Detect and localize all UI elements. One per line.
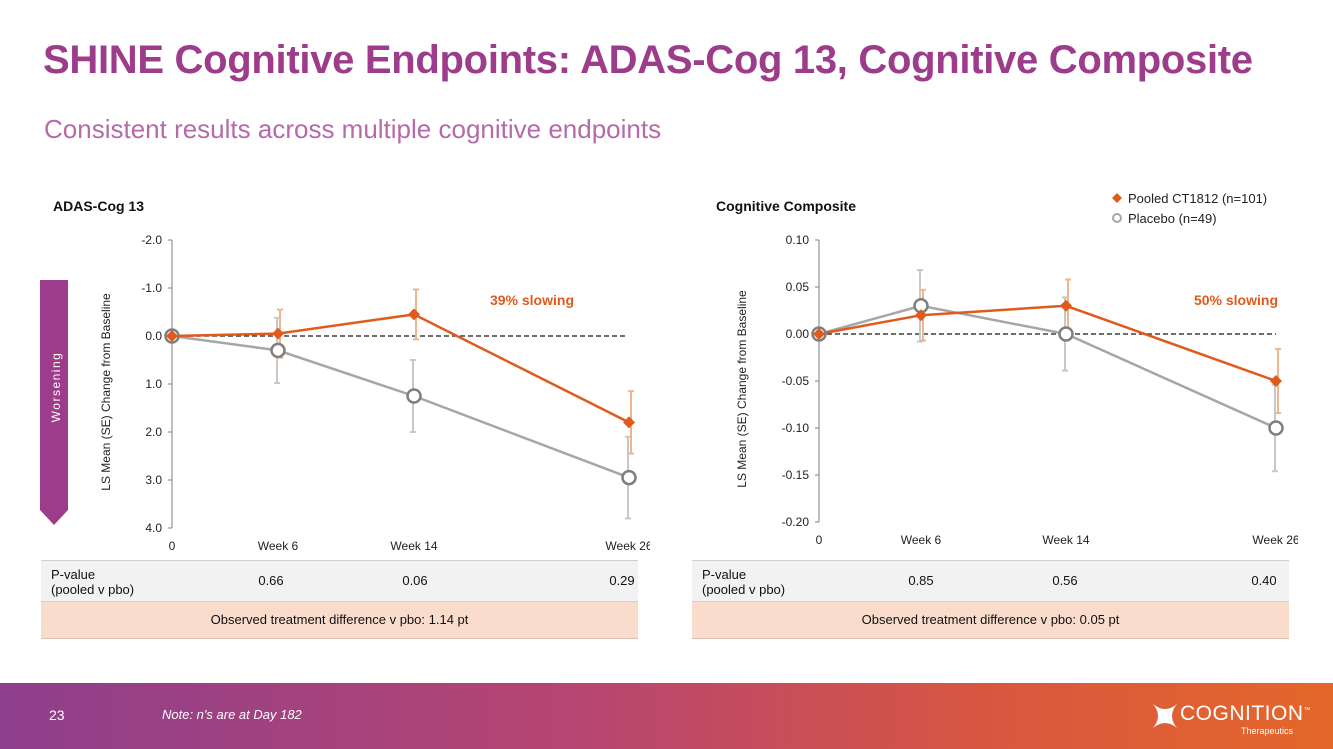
y-tick-label: 0.05 [786,280,810,294]
x-tick-label: Week 14 [1042,533,1089,547]
treatment-point [272,327,284,340]
placebo-series-line [818,304,1277,430]
treatment-difference-chart2: Observed treatment difference v pbo: 0.0… [692,602,1289,639]
legend-item-treatment: Pooled CT1812 (n=101) [1110,188,1267,208]
p-value-week6: 0.66 [258,573,284,588]
x-tick-label: 0 [169,539,176,553]
y-axis-label: LS Mean (SE) Change from Baseline [99,293,113,491]
legend-label-treatment: Pooled CT1812 (n=101) [1128,190,1268,206]
page-subtitle: Consistent results across multiple cogni… [44,114,662,144]
x-tick-label: Week 6 [901,533,942,547]
y-tick-label: 0.00 [786,327,810,341]
p-value-row-chart2: P-value (pooled v pbo) 0.85 0.56 0.40 [692,560,1289,602]
placebo-point [270,342,286,359]
treatment-point [915,309,927,322]
y-tick-label: -0.10 [782,421,810,435]
treatment-series-line [171,313,630,424]
p-value-row-chart1: P-value (pooled v pbo) 0.66 0.06 0.29 [41,560,638,602]
treatment-point [408,308,420,321]
chart-cognitive-composite: 0.10 0.05 0.00 -0.05 -0.10 -0.15 -0.20 LS Mean … [735,233,1298,547]
page-number: 23 [49,707,65,723]
p-value-week26: 0.29 [609,573,635,588]
p-value-label: P-value (pooled v pbo) [51,567,135,597]
footer-bar: 23 Note: n's are at Day 182 COGNITION™ T… [0,683,1333,749]
y-tick-label: -2.0 [141,233,162,247]
y-tick-label: -0.15 [782,468,810,482]
chart2-title: Cognitive Composite [716,198,857,214]
footnote: Note: n's are at Day 182 [162,707,302,722]
diamond-marker-icon [1112,193,1122,203]
y-tick-label: 3.0 [145,473,162,487]
logo-subtext: Therapeutics [1241,726,1294,736]
chart1-title: ADAS-Cog 13 [53,198,145,214]
treatment-point [166,330,178,342]
placebo-point [406,388,422,404]
worsening-arrow [40,280,68,525]
treatment-point [1060,299,1072,312]
y-axis-label: LS Mean (SE) Change from Baseline [735,290,749,488]
treatment-point [813,328,825,340]
slowing-annotation: 39% slowing [490,292,574,308]
treatment-point [1270,375,1282,387]
placebo-series-line [171,334,630,479]
worsening-label: Worsening [49,351,63,423]
company-logo: COGNITION™ Therapeutics [1150,697,1320,741]
p-value-week26: 0.40 [1251,573,1277,588]
y-tick-label: 0.0 [145,329,162,343]
x-tick-label: Week 14 [390,539,437,553]
y-tick-label: 1.0 [145,377,162,391]
treatment-series-line [818,304,1277,383]
x-tick-label: 0 [816,533,823,547]
treatment-difference-chart1: Observed treatment difference v pbo: 1.1… [41,602,638,639]
placebo-point [621,469,637,486]
treatment-point [623,416,635,429]
logo-x-icon [1153,704,1177,728]
y-tick-label: 0.10 [786,233,810,247]
y-tick-label: -1.0 [141,281,162,295]
y-tick-label: -0.20 [782,515,810,529]
legend: Pooled CT1812 (n=101) Placebo (n=49) [1110,188,1267,228]
legend-item-placebo: Placebo (n=49) [1110,208,1267,228]
legend-label-placebo: Placebo (n=49) [1128,210,1217,226]
placebo-point [1058,326,1074,342]
x-tick-label: Week 26 [1252,533,1298,547]
chart-adas-cog13: -2.0 -1.0 0.0 1.0 2.0 3.0 4.0 LS Mean (SE) Chan… [99,233,650,553]
slowing-annotation: 50% slowing [1194,292,1278,308]
page-title: SHINE Cognitive Endpoints: ADAS-Cog 13, … [43,38,1253,82]
p-value-week6: 0.85 [908,573,934,588]
x-tick-label: Week 26 [605,539,650,553]
logo-wordmark: COGNITION™ [1180,702,1311,725]
p-value-week14: 0.06 [402,573,428,588]
open-circle-marker-icon [1112,213,1122,223]
p-value-week14: 0.56 [1052,573,1078,588]
y-tick-label: 2.0 [145,425,162,439]
y-tick-label: -0.05 [782,374,810,388]
x-tick-label: Week 6 [258,539,299,553]
y-tick-label: 4.0 [145,521,162,535]
placebo-point [1268,420,1284,436]
p-value-label: P-value (pooled v pbo) [702,567,786,597]
